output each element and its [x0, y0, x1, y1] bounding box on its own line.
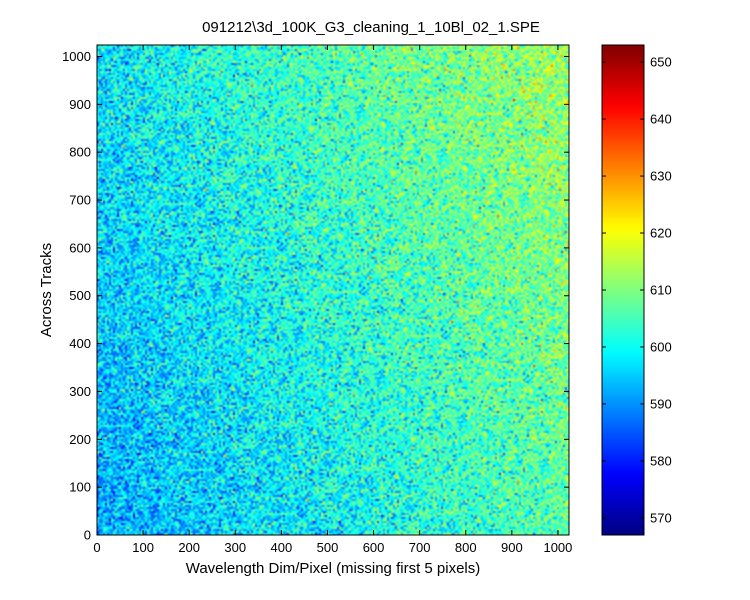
y-tick-label: 1000	[62, 49, 91, 64]
colorbar-tick-label: 590	[650, 396, 672, 411]
x-tick-label: 900	[501, 540, 523, 555]
x-tick-label: 800	[455, 540, 477, 555]
chart-title: 091212\3d_100K_G3_cleaning_1_10Bl_02_1.S…	[202, 19, 540, 36]
heatmap-image	[97, 45, 569, 535]
x-tick-label: 200	[178, 540, 200, 555]
colorbar-tick-label: 650	[650, 55, 672, 70]
x-tick-label: 600	[363, 540, 385, 555]
y-tick-label: 500	[69, 288, 91, 303]
x-tick-label: 400	[271, 540, 293, 555]
plot-area	[96, 44, 570, 536]
colorbar: 570 580 590 600 610 620 630 640 650	[601, 44, 672, 536]
x-tick-label: 500	[317, 540, 339, 555]
colorbar-tick-label: 640	[650, 112, 672, 127]
colorbar-tick-label: 610	[650, 283, 672, 298]
y-tick-label: 700	[69, 193, 91, 208]
colorbar-image	[602, 45, 644, 535]
plot-frame	[96, 44, 570, 536]
y-axis-label: Across Tracks	[38, 243, 55, 337]
y-tick-label: 800	[69, 145, 91, 160]
y-tick-label: 100	[69, 480, 91, 495]
x-axis-label: Wavelength Dim/Pixel (missing first 5 pi…	[186, 560, 481, 577]
x-tick-label: 700	[409, 540, 431, 555]
y-tick-label: 300	[69, 384, 91, 399]
y-tick-label: 0	[84, 528, 91, 543]
y-tick-label: 400	[69, 336, 91, 351]
y-tick-label: 200	[69, 432, 91, 447]
colorbar-ticks: 570 580 590 600 610 620 630 640 650	[602, 55, 672, 525]
colorbar-tick-label: 620	[650, 226, 672, 241]
x-tick-label: 300	[224, 540, 246, 555]
colorbar-tick-label: 630	[650, 169, 672, 184]
colorbar-tick-label: 580	[650, 453, 672, 468]
x-tick-label: 1000	[543, 540, 572, 555]
y-tick-label: 600	[69, 240, 91, 255]
x-tick-label: 100	[132, 540, 154, 555]
colorbar-tick-label: 600	[650, 339, 672, 354]
x-tick-label: 0	[93, 540, 100, 555]
y-axis-ticks: 0 100 200 300 400 500 600 700 800 900 1000	[62, 49, 569, 543]
y-tick-label: 900	[69, 97, 91, 112]
x-axis-ticks: 0 100 200 300 400 500 600 700 800 900 1000	[93, 45, 572, 555]
colorbar-tick-label: 570	[650, 510, 672, 525]
